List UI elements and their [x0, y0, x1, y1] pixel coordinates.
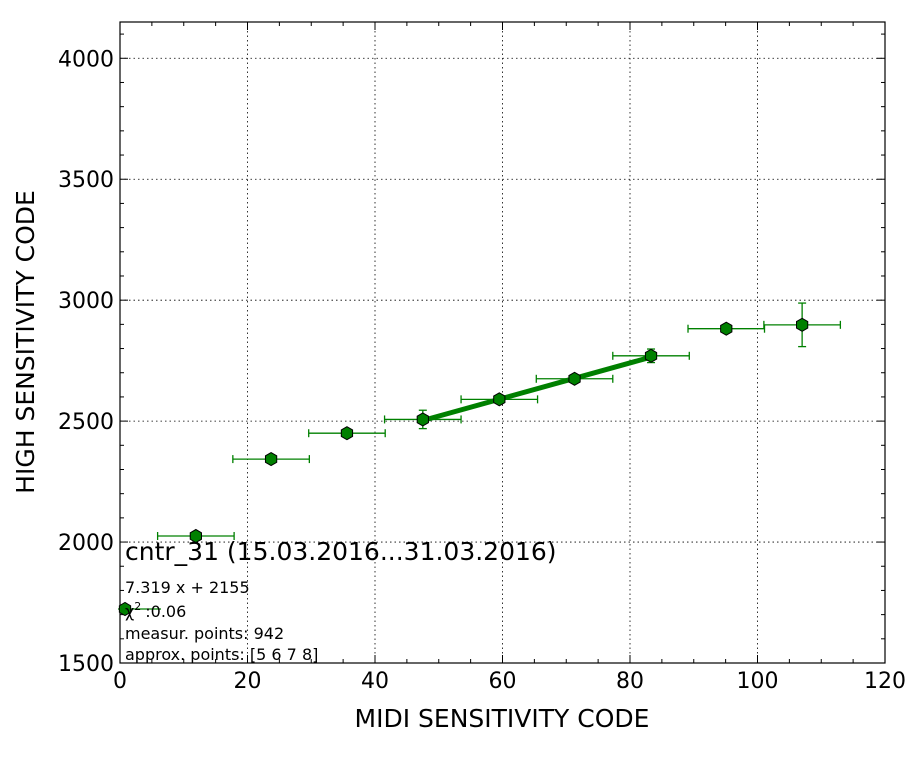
- x-tick-label: 0: [113, 669, 127, 694]
- data-point: [264, 452, 278, 467]
- approx-points: approx. points: [5 6 7 8]: [125, 645, 318, 664]
- ticks: [119, 22, 886, 664]
- y-tick-label: 4000: [58, 47, 114, 72]
- annotation-title: cntr_31 (15.03.2016...31.03.2016): [125, 537, 557, 566]
- data-point-group: [383, 409, 462, 430]
- data-point: [416, 412, 429, 427]
- y-tick-label: 2000: [58, 531, 114, 556]
- data-point-group: [156, 528, 235, 544]
- data-point-group: [763, 302, 842, 348]
- x-axis-label: MIDI SENSITIVITY CODE: [355, 704, 650, 733]
- data-point: [644, 348, 658, 363]
- data-point-group: [687, 321, 766, 336]
- data-point-group: [232, 452, 310, 467]
- measur-points: measur. points: 942: [125, 624, 284, 643]
- x-tick-label: 40: [361, 669, 389, 694]
- y-tick-label: 1500: [58, 652, 114, 677]
- data-point: [493, 392, 506, 407]
- y-axis-label: HIGH SENSITIVITY CODE: [11, 190, 40, 494]
- data-point: [720, 321, 733, 336]
- data-point-group: [612, 348, 690, 364]
- y-tick-label: 3500: [58, 168, 114, 193]
- plot-frame: [119, 21, 886, 664]
- data-point: [189, 528, 202, 544]
- chi-symbol: χ: [125, 602, 134, 621]
- legend-marker: [118, 601, 132, 617]
- x-tick-label: 80: [616, 669, 644, 694]
- data-point: [340, 426, 354, 441]
- grid: [120, 22, 885, 663]
- data-point-group: [535, 371, 614, 386]
- chi-superscript: 2: [134, 600, 141, 613]
- y-tick-label: 2500: [58, 410, 114, 435]
- fit-equation: 7.319 x + 2155: [125, 578, 250, 597]
- x-tick-label: 60: [489, 669, 517, 694]
- fit-line: [422, 354, 652, 423]
- x-tick-label: 20: [234, 669, 262, 694]
- y-tick-label: 3000: [58, 289, 114, 314]
- x-tick-label: 100: [737, 669, 779, 694]
- chi-square: χ2 :0.06: [125, 600, 186, 621]
- fit-layer: [422, 354, 652, 423]
- annotation: cntr_31 (15.03.2016...31.03.2016) 7.319 …: [118, 537, 557, 664]
- x-tick-label: 120: [864, 669, 906, 694]
- data-point: [568, 371, 581, 386]
- data-points: [156, 302, 842, 544]
- chi-value: :0.06: [145, 602, 186, 621]
- tick-labels: 0 20 40 60 80 100 120 1500 2000 2500 3000 3500 4000: [58, 47, 906, 694]
- data-point: [796, 317, 809, 332]
- data-point-group: [308, 426, 386, 441]
- data-point-group: [460, 392, 539, 407]
